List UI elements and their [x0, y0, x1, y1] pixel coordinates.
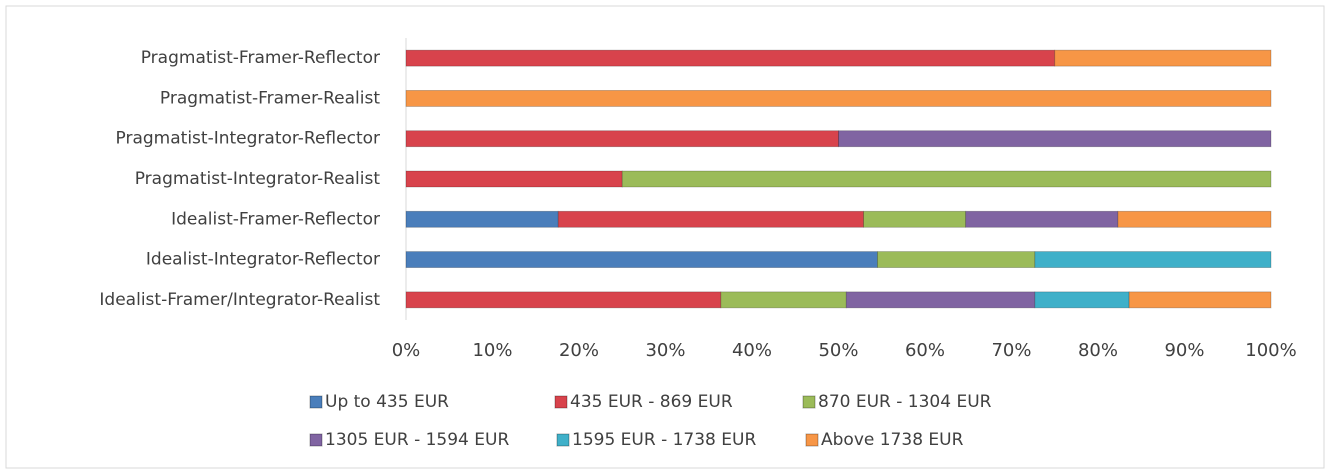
- bar-segment: [405, 90, 1272, 107]
- bar-segment: [405, 210, 559, 228]
- x-tick-label: 10%: [472, 340, 512, 361]
- y-tick-label: Pragmatist-Framer-Reflector: [141, 48, 380, 68]
- x-tick-label: 30%: [645, 340, 685, 361]
- bar-segment: [720, 291, 847, 309]
- bar-segment: [1054, 49, 1272, 67]
- y-tick-label: Idealist-Integrator-Reflector: [146, 250, 380, 270]
- bar-segment: [1034, 291, 1130, 309]
- x-tick-label: 40%: [732, 340, 772, 361]
- bar-segment: [845, 291, 1036, 309]
- bar-segment: [405, 251, 878, 268]
- x-tick-label: 50%: [818, 340, 858, 361]
- bar-segment: [965, 210, 1119, 228]
- bar-segment: [621, 170, 1272, 188]
- legend-swatch: [309, 395, 323, 409]
- x-tick-label: 100%: [1245, 340, 1296, 361]
- chart-border: [5, 5, 1325, 469]
- legend-swatch: [805, 433, 819, 447]
- legend-swatch: [556, 433, 570, 447]
- x-tick-label: 0%: [392, 340, 421, 361]
- x-tick-label: 90%: [1164, 340, 1204, 361]
- bar-segment: [405, 130, 839, 148]
- bar-segment: [838, 130, 1272, 148]
- y-tick-label: Pragmatist-Integrator-Reflector: [116, 129, 380, 149]
- x-tick-label: 70%: [991, 340, 1031, 361]
- legend-swatch: [554, 395, 568, 409]
- legend-label: 435 EUR - 869 EUR: [570, 392, 733, 412]
- legend-label: Up to 435 EUR: [325, 392, 449, 412]
- x-tick-label: 60%: [905, 340, 945, 361]
- legend-label: Above 1738 EUR: [821, 430, 964, 450]
- bar-segment: [863, 210, 967, 228]
- legend-swatch: [802, 395, 816, 409]
- x-tick-label: 80%: [1078, 340, 1118, 361]
- y-tick-label: Pragmatist-Integrator-Realist: [135, 169, 381, 189]
- bar-segment: [877, 251, 1036, 268]
- legend-label: 1595 EUR - 1738 EUR: [572, 430, 756, 450]
- bar-segment: [1034, 251, 1272, 268]
- legend-label: 1305 EUR - 1594 EUR: [325, 430, 509, 450]
- y-tick-label: Pragmatist-Framer-Realist: [160, 88, 380, 108]
- legend-label: 870 EUR - 1304 EUR: [818, 392, 992, 412]
- bar-segment: [405, 291, 722, 309]
- bar-segment: [405, 49, 1056, 67]
- bar-segment: [1117, 210, 1272, 228]
- bar-segment: [1128, 291, 1272, 309]
- legend-swatch: [309, 433, 323, 447]
- bar-segment: [557, 210, 864, 228]
- bar-segment: [405, 170, 623, 188]
- y-tick-label: Idealist-Framer/Integrator-Realist: [99, 290, 380, 310]
- x-tick-label: 20%: [559, 340, 599, 361]
- y-tick-label: Idealist-Framer-Reflector: [171, 209, 380, 229]
